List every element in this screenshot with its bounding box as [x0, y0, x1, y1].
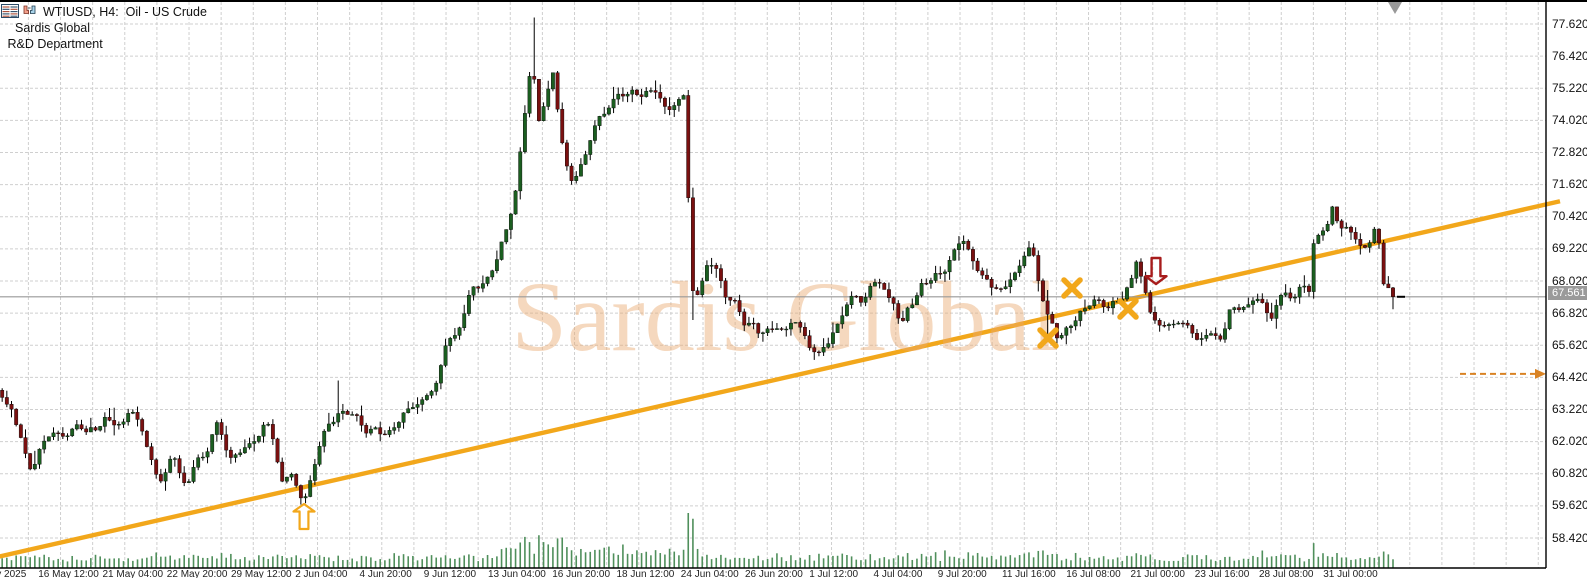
- svg-text:Sardis Global: Sardis Global: [511, 261, 1058, 372]
